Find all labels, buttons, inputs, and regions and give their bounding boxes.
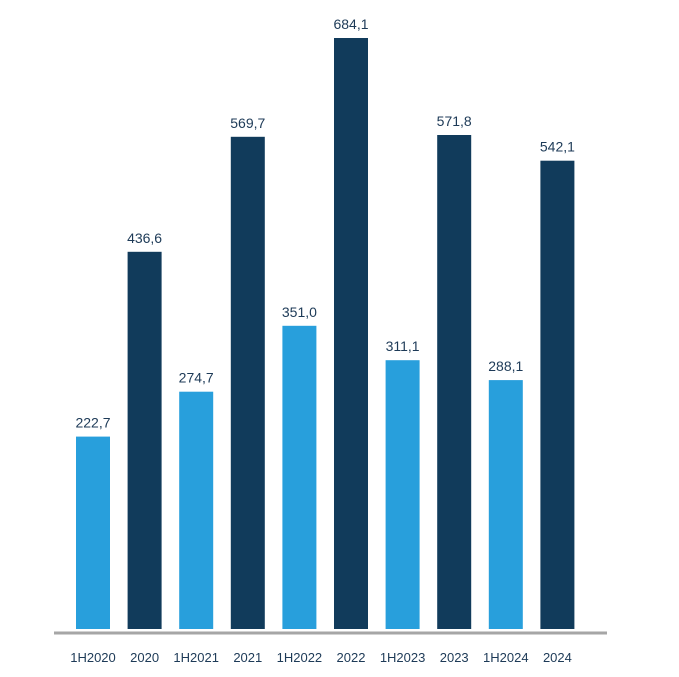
tick-label-1h2024: 1H2024 [483, 650, 529, 665]
value-label-2023: 571,8 [437, 113, 472, 129]
value-label-2022: 684,1 [333, 16, 368, 32]
tick-label-2020: 2020 [130, 650, 159, 665]
bar-1h2020 [76, 436, 110, 629]
bar-2022 [334, 38, 368, 629]
tick-label-1h2021: 1H2021 [173, 650, 219, 665]
tick-labels-layer: 1H2020 2020 1H2021 2021 1H2022 2022 1H2023 2023… [70, 650, 572, 665]
tick-label-1h2022: 1H2022 [277, 650, 323, 665]
bar-2020 [127, 251, 162, 630]
bar-1h2022 [282, 325, 317, 629]
tick-label-2023: 2023 [440, 650, 469, 665]
tick-label-2022: 2022 [337, 650, 366, 665]
bars-layer [76, 38, 575, 630]
value-label-1h2024: 288,1 [488, 358, 523, 374]
tick-label-1h2023: 1H2023 [380, 650, 426, 665]
bar-2021 [230, 136, 265, 630]
value-label-2020: 436,6 [127, 230, 162, 246]
value-label-1h2022: 351,0 [282, 304, 317, 320]
bar-2024 [540, 160, 575, 629]
value-label-1h2020: 222,7 [75, 415, 110, 431]
bar-1h2024 [488, 380, 523, 629]
tick-label-1h2020: 1H2020 [70, 650, 116, 665]
value-label-1h2021: 274,7 [179, 370, 214, 386]
value-label-2024: 542,1 [540, 139, 575, 155]
value-labels-layer: 222,7 436,6 274,7 569,7 351,0 684,1 311,1 571,8… [75, 16, 575, 431]
bar-1h2023 [385, 360, 420, 629]
value-label-2021: 569,7 [230, 115, 265, 131]
bar-1h2021 [179, 391, 214, 629]
bar-2023 [437, 135, 472, 629]
tick-label-2024: 2024 [543, 650, 572, 665]
value-label-1h2023: 311,1 [386, 338, 420, 354]
tick-label-2021: 2021 [233, 650, 262, 665]
